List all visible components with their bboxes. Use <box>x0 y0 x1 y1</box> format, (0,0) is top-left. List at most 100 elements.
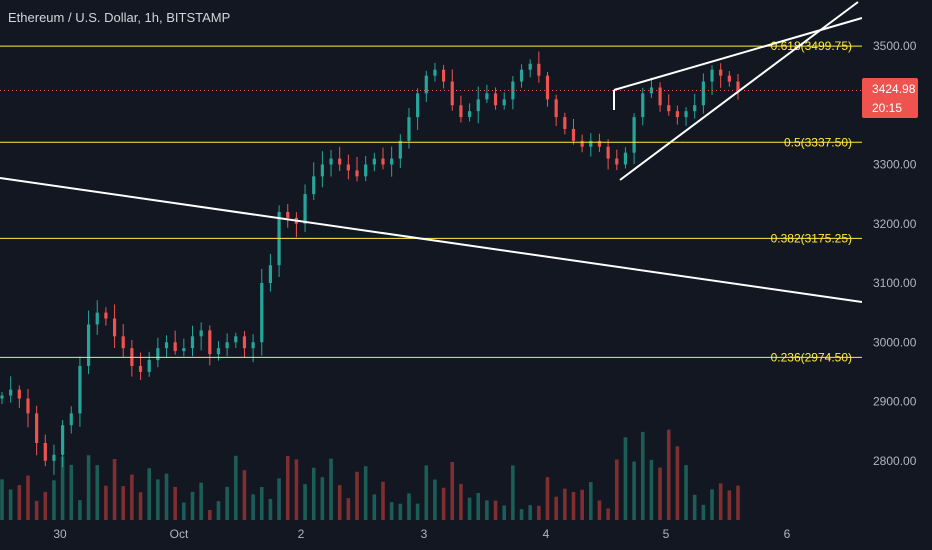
volume-bar <box>52 480 56 520</box>
candle-body <box>736 81 740 91</box>
candle-body <box>459 105 463 118</box>
volume-bar <box>736 485 740 520</box>
candle-body <box>242 336 247 349</box>
volume-bar <box>112 459 117 520</box>
candle-body <box>9 389 13 396</box>
volume-bar <box>190 491 195 520</box>
volume-bar <box>156 479 160 520</box>
fib-label: 0.236(2974.50) <box>771 350 852 364</box>
price-tick-label: 2900.00 <box>873 395 917 409</box>
fib-label: 0.382(3175.25) <box>771 231 852 245</box>
volume-bar <box>320 477 325 520</box>
volume-bar <box>26 475 30 520</box>
volume-bar <box>268 498 273 520</box>
candle-body <box>216 348 221 355</box>
volume-bar <box>692 494 697 520</box>
volume-bar <box>164 473 169 520</box>
volume-bar <box>519 509 524 520</box>
time-tick-label: 6 <box>784 527 791 541</box>
volume-bar <box>199 482 203 520</box>
volume-bar <box>208 509 212 520</box>
candle-body <box>398 140 402 159</box>
volume-bar <box>606 508 610 520</box>
volume-bar <box>571 491 576 520</box>
candle-body <box>493 93 498 106</box>
candle-body <box>563 117 567 129</box>
volume-bar <box>259 487 264 520</box>
candle-body <box>78 365 82 414</box>
volume-bars <box>0 429 740 520</box>
trendlines <box>0 1 863 303</box>
volume-bar <box>450 461 455 520</box>
time-tick-label: 2 <box>298 527 305 541</box>
candle-body <box>623 152 628 165</box>
candle-body <box>364 164 368 177</box>
candle-body <box>589 140 593 147</box>
volume-bar <box>182 502 186 520</box>
volume-bar <box>424 465 429 520</box>
candle-body <box>312 176 316 195</box>
candle-body <box>225 342 229 349</box>
volume-bar <box>294 459 299 520</box>
candle-body <box>467 111 472 118</box>
candle-body <box>407 117 411 141</box>
candle-body <box>528 63 532 70</box>
volume-bar <box>8 489 13 520</box>
volume-bar <box>285 456 290 520</box>
candle-body <box>606 146 610 159</box>
volume-bar <box>329 458 333 520</box>
volume-bar <box>623 437 628 520</box>
candle-body <box>649 87 654 94</box>
volume-bar <box>311 467 316 520</box>
volume-bar <box>233 455 238 520</box>
price-badge-countdown: 20:15 <box>872 101 902 115</box>
volume-bar <box>34 500 39 520</box>
candle-body <box>199 330 203 337</box>
candle-body <box>303 194 307 224</box>
candle-body <box>61 425 65 455</box>
candle-body <box>502 99 506 106</box>
volume-bar <box>17 485 22 520</box>
candle-body <box>390 158 394 165</box>
candle-body <box>286 211 290 218</box>
volume-bar <box>632 461 636 520</box>
volume-bar <box>303 484 307 520</box>
candle-body <box>571 128 576 141</box>
volume-bar <box>467 497 472 520</box>
volume-bar <box>173 486 177 520</box>
volume-bar <box>389 502 394 520</box>
volume-bar <box>441 487 446 520</box>
time-axis: 30 Oct 2 3 4 5 6 <box>0 520 932 550</box>
time-tick-label: 5 <box>663 527 670 541</box>
candle-body <box>112 318 117 337</box>
fib-label: 0.618(3499.75) <box>771 39 852 53</box>
time-tick-label: Oct <box>170 527 189 541</box>
volume-bar <box>415 503 420 520</box>
price-tick-label: 3200.00 <box>873 217 917 231</box>
volume-bar <box>398 503 403 520</box>
volume-bar <box>589 482 593 520</box>
candle-body <box>693 105 697 112</box>
candle-body <box>485 93 489 100</box>
fib-levels: 0.618(3499.75) 0.5(3337.50) 0.382(3175.25)… <box>0 39 862 364</box>
volume-bar <box>337 485 342 520</box>
trendline <box>619 1 859 181</box>
volume-bar <box>649 459 654 520</box>
candle-body <box>684 111 688 118</box>
volume-bar <box>86 455 91 520</box>
candle-body <box>147 360 151 372</box>
trendline <box>0 177 863 303</box>
volume-bar <box>701 504 706 520</box>
candle-body <box>17 389 21 399</box>
candle-body <box>424 75 428 94</box>
volume-bar <box>537 505 541 520</box>
candle-body <box>190 336 195 349</box>
candle-body <box>355 170 359 177</box>
volume-bar <box>407 493 411 520</box>
volume-bar <box>69 464 74 520</box>
volume-bar <box>528 505 532 520</box>
candle-body <box>615 158 619 165</box>
volume-bar <box>381 481 385 520</box>
candle-body <box>173 342 177 352</box>
